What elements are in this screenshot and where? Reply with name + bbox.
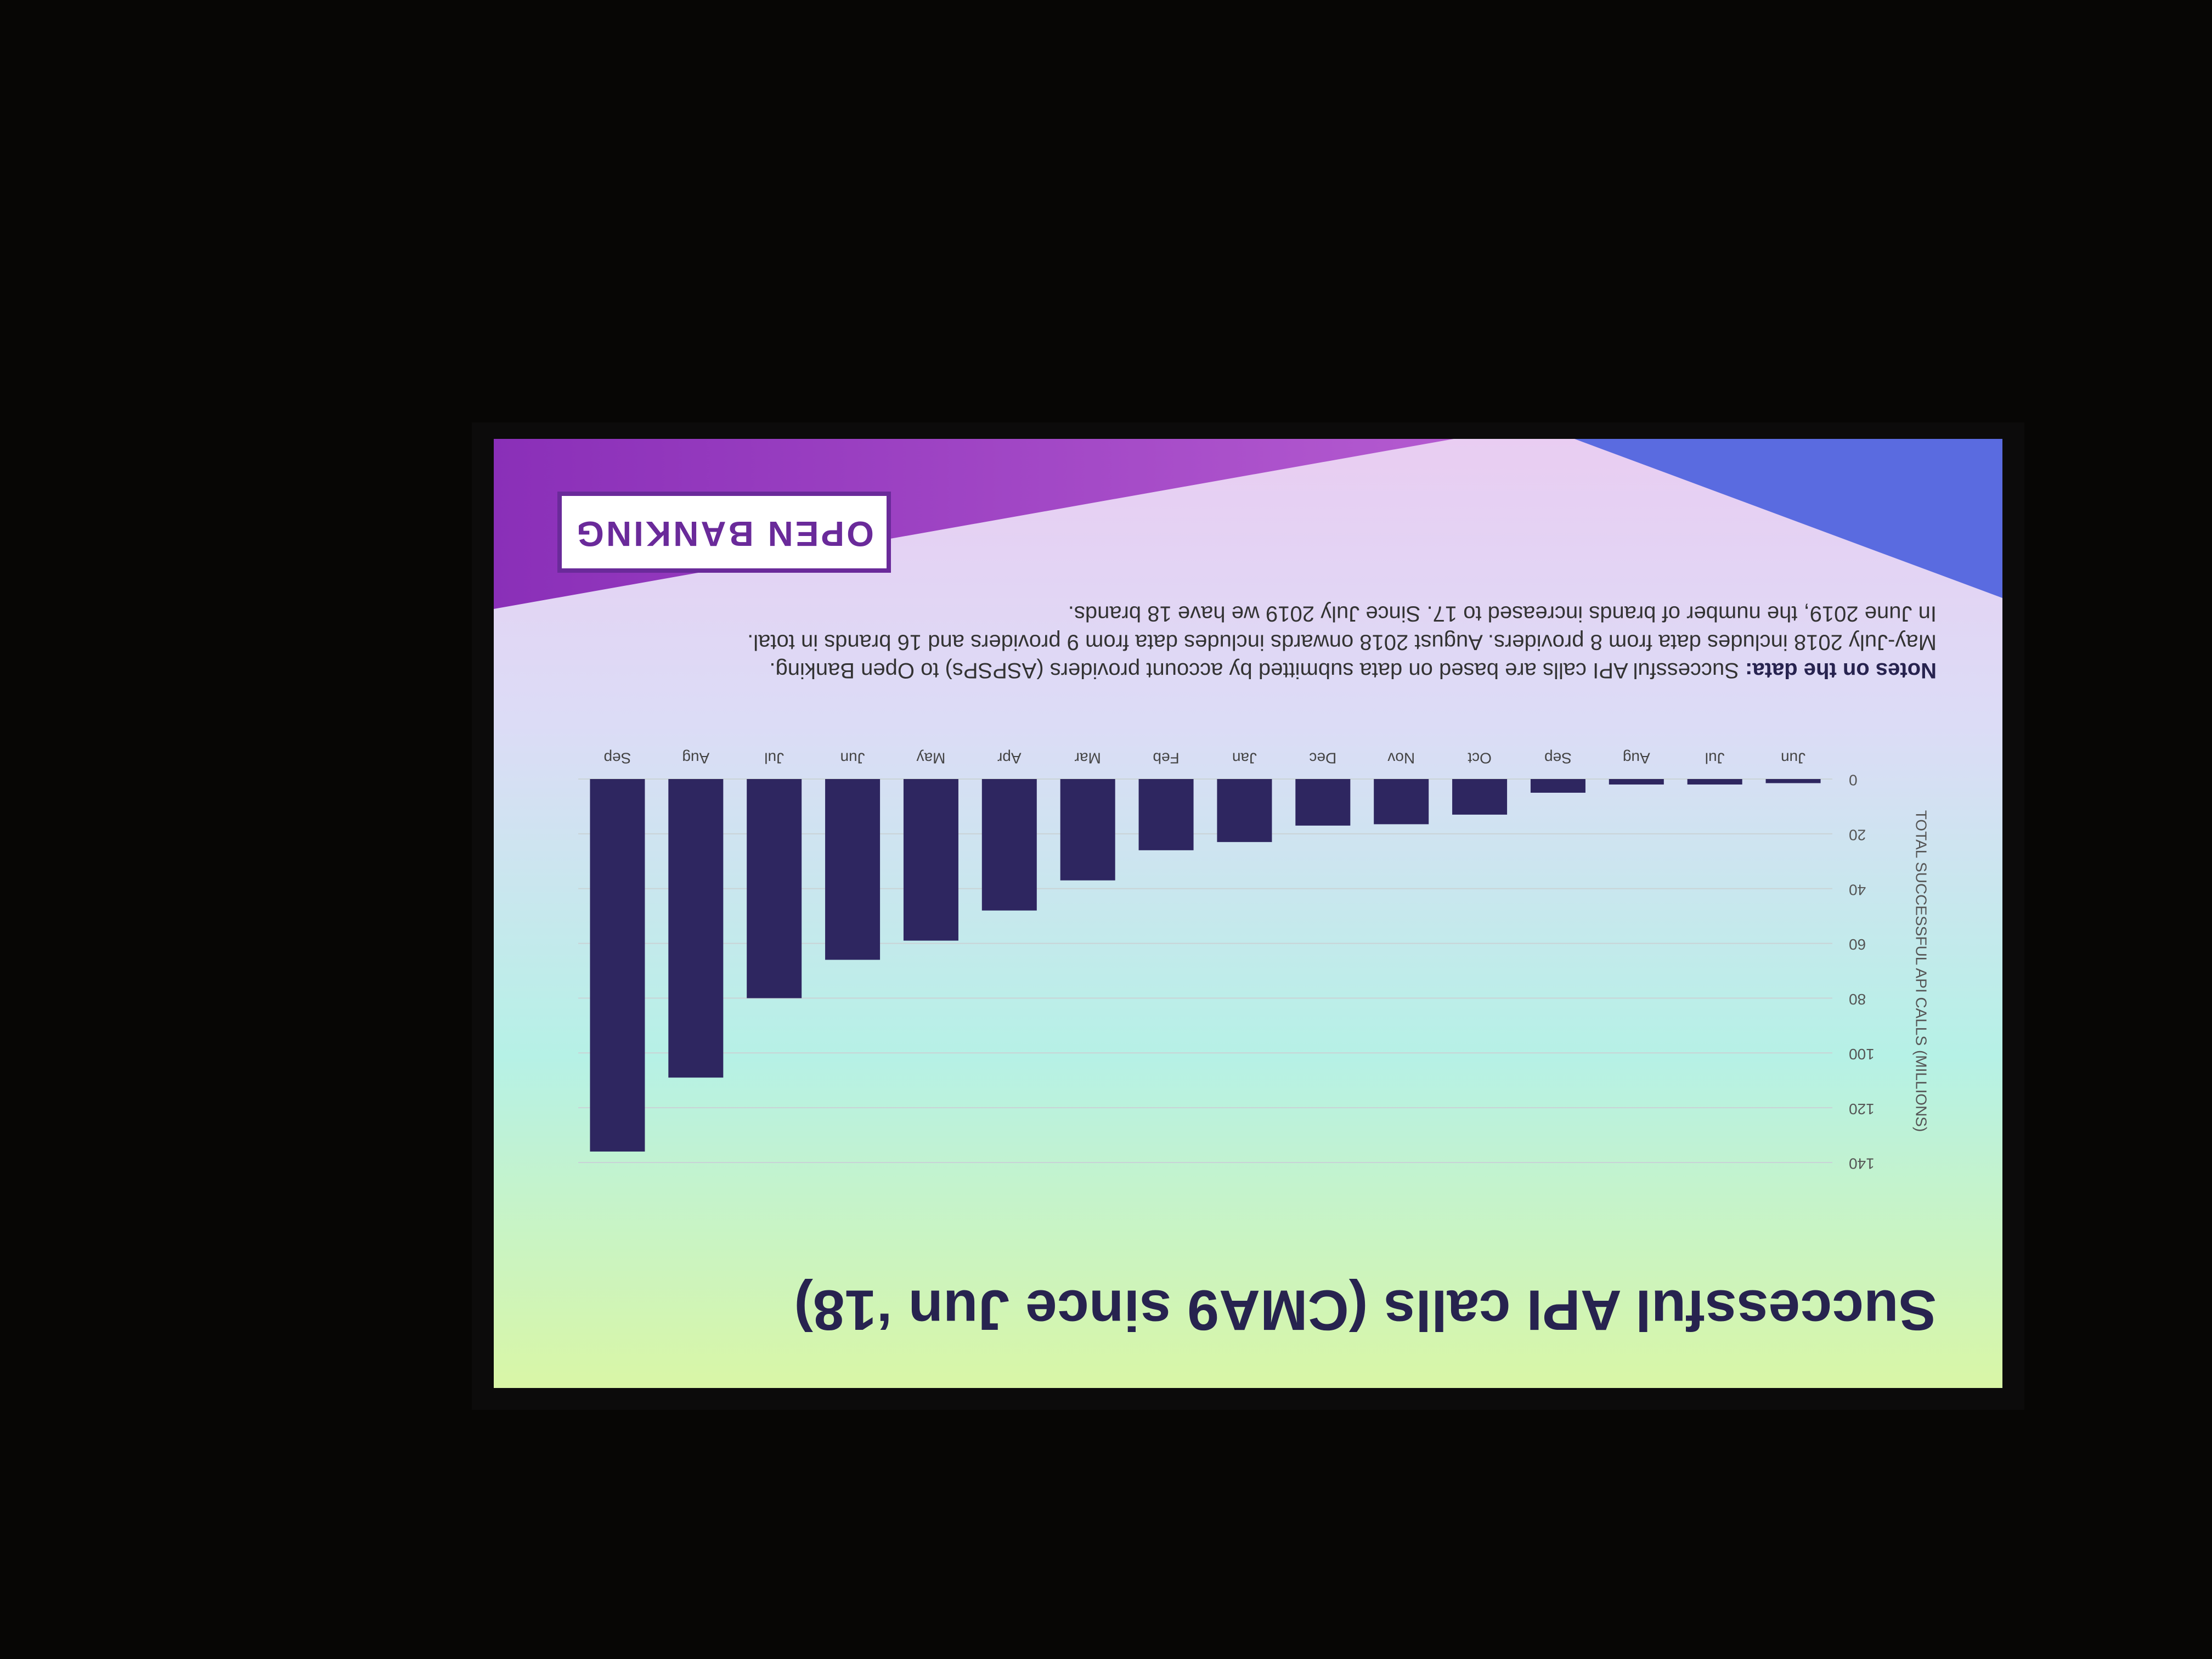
y-tick-label: 20 [1849, 826, 1866, 843]
x-tick-label: May [916, 750, 945, 767]
bar [1765, 779, 1821, 783]
bar [825, 779, 881, 960]
y-tick-label: 120 [1849, 1101, 1875, 1118]
x-tick-label: Jan [1232, 750, 1257, 767]
x-tick-label: Dec [1309, 750, 1336, 767]
slide-background [494, 439, 2002, 1388]
bar [981, 779, 1037, 911]
x-tick-label: Jun [1781, 750, 1805, 767]
notes-line: May-July 2018 includes data from 8 provi… [747, 630, 1937, 654]
x-tick-label: Feb [1153, 750, 1179, 767]
bar [747, 779, 802, 998]
bar [1530, 779, 1585, 793]
x-tick-label: Jul [1705, 750, 1725, 767]
bar [903, 779, 958, 941]
bar [1217, 779, 1272, 842]
x-tick-label: Apr [997, 750, 1022, 767]
bar [1295, 779, 1351, 826]
y-axis-label: TOTAL SUCCESSFUL API CALLS (MILLIONS) [1913, 810, 1930, 1132]
x-tick-label: Jul [764, 750, 784, 767]
y-tick-label: 140 [1849, 1155, 1875, 1172]
x-tick-label: Aug [1623, 750, 1650, 767]
y-tick-label: 80 [1849, 991, 1866, 1008]
bar [1374, 779, 1429, 825]
x-tick-label: Oct [1468, 750, 1492, 767]
bar [1138, 779, 1194, 850]
y-tick-label: 100 [1849, 1046, 1875, 1063]
x-tick-label: Sep [604, 750, 631, 767]
notes-line: In June 2019, the number of brands incre… [1068, 601, 1937, 625]
bar [590, 779, 645, 1152]
notes-label: Notes on the data: [1745, 658, 1937, 682]
logo: OPEN BANKING [574, 514, 874, 554]
y-tick-label: 60 [1849, 936, 1866, 953]
bar [1060, 779, 1115, 881]
x-tick-label: Nov [1387, 750, 1415, 767]
bar [1452, 779, 1508, 815]
logo-box [557, 492, 891, 573]
blue-band [1575, 439, 2002, 598]
x-tick-label: Sep [1544, 750, 1572, 767]
chart-title: Successful API calls (CMA9 since Jun ‘18… [794, 1278, 1937, 1342]
y-tick-label: 40 [1849, 881, 1866, 898]
bar [1609, 779, 1664, 785]
x-tick-label: Jun [840, 750, 865, 767]
notes-text: Successful API calls are based on data s… [769, 658, 1739, 682]
y-tick-label: 0 [1849, 772, 1858, 789]
bar [668, 779, 724, 1078]
x-tick-label: Aug [682, 750, 709, 767]
bar [1687, 779, 1742, 785]
slide: Successful API calls (CMA9 since Jun ‘18… [494, 439, 2002, 1388]
notes-line: Notes on the data: Successful API calls … [769, 658, 1937, 682]
x-tick-label: Mar [1075, 750, 1101, 767]
